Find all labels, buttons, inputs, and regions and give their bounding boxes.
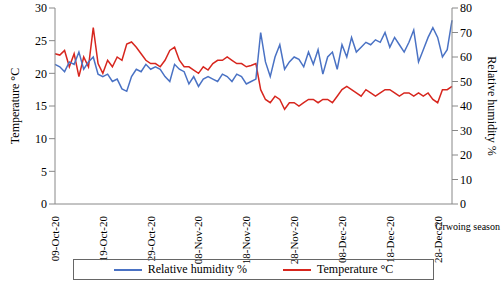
svg-text:20: 20 bbox=[460, 148, 472, 162]
svg-text:40: 40 bbox=[460, 99, 472, 113]
svg-text:20: 20 bbox=[35, 67, 47, 81]
svg-text:28-Dec-20: 28-Dec-20 bbox=[432, 216, 444, 264]
svg-text:25: 25 bbox=[35, 34, 47, 48]
svg-text:08-Nov-20: 08-Nov-20 bbox=[192, 216, 204, 265]
svg-text:30: 30 bbox=[35, 1, 47, 15]
svg-text:80: 80 bbox=[460, 1, 472, 15]
svg-text:29-Oct-20: 29-Oct-20 bbox=[145, 216, 157, 262]
svg-text:Relative humidity %: Relative humidity % bbox=[485, 56, 494, 155]
svg-text:30: 30 bbox=[460, 124, 472, 138]
svg-text:Temperature °C: Temperature °C bbox=[8, 68, 22, 144]
html-text:Relative humidity %: Relative humidity % bbox=[147, 262, 247, 276]
svg-text:10: 10 bbox=[35, 132, 47, 146]
svg-text:19-Oct-20: 19-Oct-20 bbox=[97, 216, 109, 262]
svg-text:15: 15 bbox=[35, 99, 47, 113]
svg-text:08-Dec-20: 08-Dec-20 bbox=[336, 216, 348, 264]
svg-text:18-Dec-20: 18-Dec-20 bbox=[384, 216, 396, 264]
svg-text:0: 0 bbox=[460, 197, 466, 211]
html-text:Temperature °C: Temperature °C bbox=[317, 262, 394, 276]
svg-text:09-Oct-20: 09-Oct-20 bbox=[49, 216, 61, 262]
svg-text:0: 0 bbox=[41, 197, 47, 211]
svg-text:Grwoing season: Grwoing season bbox=[435, 221, 494, 232]
svg-text:60: 60 bbox=[460, 50, 472, 64]
svg-text:5: 5 bbox=[41, 165, 47, 179]
svg-text:28-Nov-20: 28-Nov-20 bbox=[288, 216, 300, 265]
svg-text:70: 70 bbox=[460, 26, 472, 40]
svg-text:18-Nov-20: 18-Nov-20 bbox=[240, 216, 252, 265]
svg-text:50: 50 bbox=[460, 75, 472, 89]
svg-text:10: 10 bbox=[460, 173, 472, 187]
